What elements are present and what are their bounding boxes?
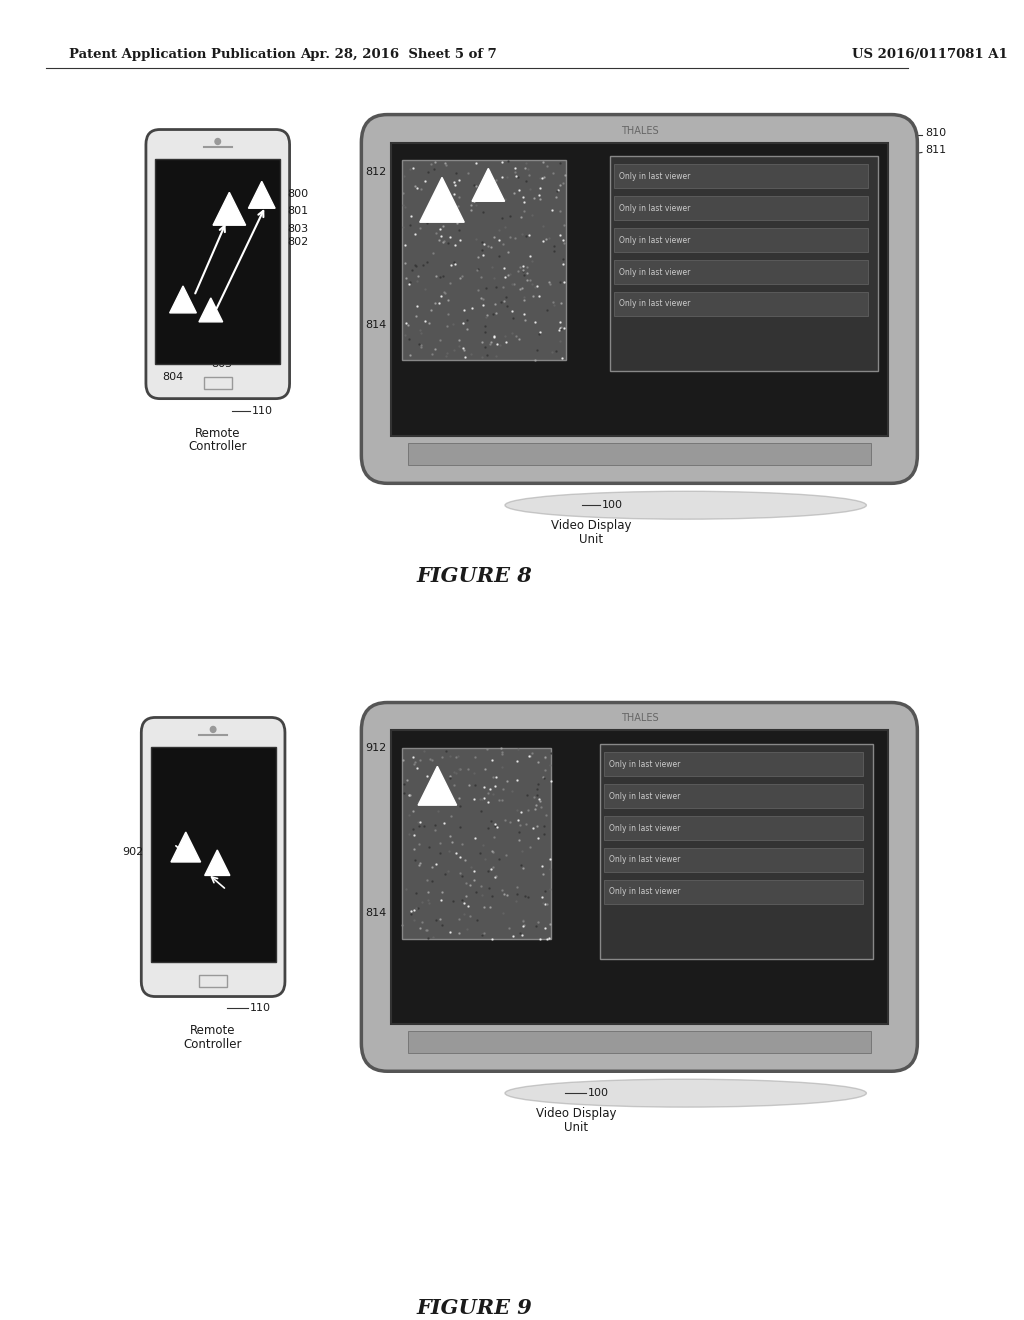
Text: Unit: Unit bbox=[580, 533, 603, 546]
Text: 804: 804 bbox=[156, 892, 176, 902]
Bar bbox=[614, 228, 867, 252]
Bar bbox=[151, 747, 275, 962]
Text: FIGURE 9: FIGURE 9 bbox=[417, 1299, 532, 1319]
Polygon shape bbox=[205, 850, 230, 875]
Text: Controller: Controller bbox=[184, 1039, 243, 1051]
Text: THALES: THALES bbox=[621, 714, 658, 723]
Text: 630: 630 bbox=[609, 1040, 631, 1051]
Text: 620: 620 bbox=[828, 1040, 849, 1051]
Bar bbox=[391, 730, 888, 1024]
Polygon shape bbox=[420, 177, 464, 222]
Bar bbox=[204, 376, 231, 388]
Bar bbox=[391, 143, 888, 437]
Polygon shape bbox=[170, 286, 197, 313]
Text: Only in last viewer: Only in last viewer bbox=[618, 300, 690, 309]
Bar bbox=[614, 165, 867, 189]
Text: Only in last viewer: Only in last viewer bbox=[609, 824, 680, 833]
Text: 110: 110 bbox=[252, 405, 273, 416]
Text: 803: 803 bbox=[288, 224, 309, 234]
Text: 913: 913 bbox=[659, 730, 680, 741]
Text: 630: 630 bbox=[609, 453, 631, 462]
Text: 100: 100 bbox=[588, 1088, 608, 1098]
Text: 802: 802 bbox=[288, 238, 309, 247]
Bar bbox=[609, 157, 878, 371]
Text: 110: 110 bbox=[250, 1003, 271, 1014]
Text: Unit: Unit bbox=[564, 1121, 589, 1134]
Text: Only in last viewer: Only in last viewer bbox=[618, 172, 690, 181]
Text: THALES: THALES bbox=[621, 125, 658, 136]
Text: Only in last viewer: Only in last viewer bbox=[609, 887, 680, 896]
Ellipse shape bbox=[505, 491, 866, 519]
Circle shape bbox=[210, 726, 216, 733]
Polygon shape bbox=[249, 181, 275, 209]
Text: 815: 815 bbox=[470, 1040, 492, 1051]
Text: 804: 804 bbox=[163, 372, 184, 381]
Bar bbox=[614, 260, 867, 284]
Text: 903: 903 bbox=[233, 908, 255, 919]
Text: Video Display: Video Display bbox=[551, 519, 632, 532]
Text: 902: 902 bbox=[122, 847, 143, 857]
Text: Only in last viewer: Only in last viewer bbox=[609, 760, 680, 768]
Text: 813: 813 bbox=[400, 152, 422, 161]
Text: 810: 810 bbox=[925, 128, 946, 137]
Text: Only in last viewer: Only in last viewer bbox=[618, 268, 690, 277]
FancyBboxPatch shape bbox=[361, 702, 918, 1072]
Text: Patent Application Publication: Patent Application Publication bbox=[70, 49, 296, 61]
Text: US 2016/0117081 A1: US 2016/0117081 A1 bbox=[853, 49, 1009, 61]
Text: 811: 811 bbox=[925, 145, 946, 156]
Bar bbox=[600, 744, 872, 960]
Text: Only in last viewer: Only in last viewer bbox=[618, 203, 690, 213]
FancyBboxPatch shape bbox=[361, 115, 918, 483]
Text: 805: 805 bbox=[227, 862, 249, 873]
Bar bbox=[604, 847, 863, 873]
Text: 814: 814 bbox=[366, 908, 386, 917]
Bar bbox=[408, 444, 871, 466]
Polygon shape bbox=[418, 767, 457, 805]
Text: 800: 800 bbox=[288, 189, 309, 199]
Text: Only in last viewer: Only in last viewer bbox=[609, 792, 680, 801]
Text: 801: 801 bbox=[288, 206, 309, 216]
Text: Video Display: Video Display bbox=[537, 1107, 616, 1121]
Bar bbox=[614, 292, 867, 315]
FancyBboxPatch shape bbox=[141, 718, 285, 997]
Text: 620: 620 bbox=[828, 453, 849, 462]
Bar bbox=[604, 816, 863, 840]
Text: 100: 100 bbox=[602, 500, 624, 511]
Polygon shape bbox=[213, 193, 246, 226]
Text: Controller: Controller bbox=[188, 441, 247, 454]
Text: FIGURE 8: FIGURE 8 bbox=[417, 566, 532, 586]
Text: Remote: Remote bbox=[190, 1024, 236, 1038]
Bar bbox=[200, 974, 227, 986]
Bar bbox=[604, 880, 863, 904]
Text: Remote: Remote bbox=[195, 426, 241, 440]
Polygon shape bbox=[171, 832, 201, 862]
Bar bbox=[156, 160, 281, 364]
FancyBboxPatch shape bbox=[146, 129, 290, 399]
Bar bbox=[408, 1031, 871, 1053]
Text: 815: 815 bbox=[470, 453, 492, 462]
Bar bbox=[614, 197, 867, 220]
Ellipse shape bbox=[505, 1080, 866, 1107]
Polygon shape bbox=[199, 298, 222, 322]
Text: Apr. 28, 2016  Sheet 5 of 7: Apr. 28, 2016 Sheet 5 of 7 bbox=[300, 49, 497, 61]
Text: 814: 814 bbox=[366, 319, 386, 330]
Text: 912: 912 bbox=[366, 743, 386, 754]
Text: 805: 805 bbox=[211, 359, 231, 368]
Text: Only in last viewer: Only in last viewer bbox=[618, 236, 690, 244]
Bar bbox=[402, 748, 551, 940]
Bar bbox=[604, 784, 863, 808]
Circle shape bbox=[215, 139, 220, 144]
Text: Only in last viewer: Only in last viewer bbox=[609, 855, 680, 865]
Text: 812: 812 bbox=[366, 168, 386, 177]
Bar bbox=[402, 161, 566, 360]
Bar bbox=[604, 752, 863, 776]
Polygon shape bbox=[472, 169, 505, 201]
